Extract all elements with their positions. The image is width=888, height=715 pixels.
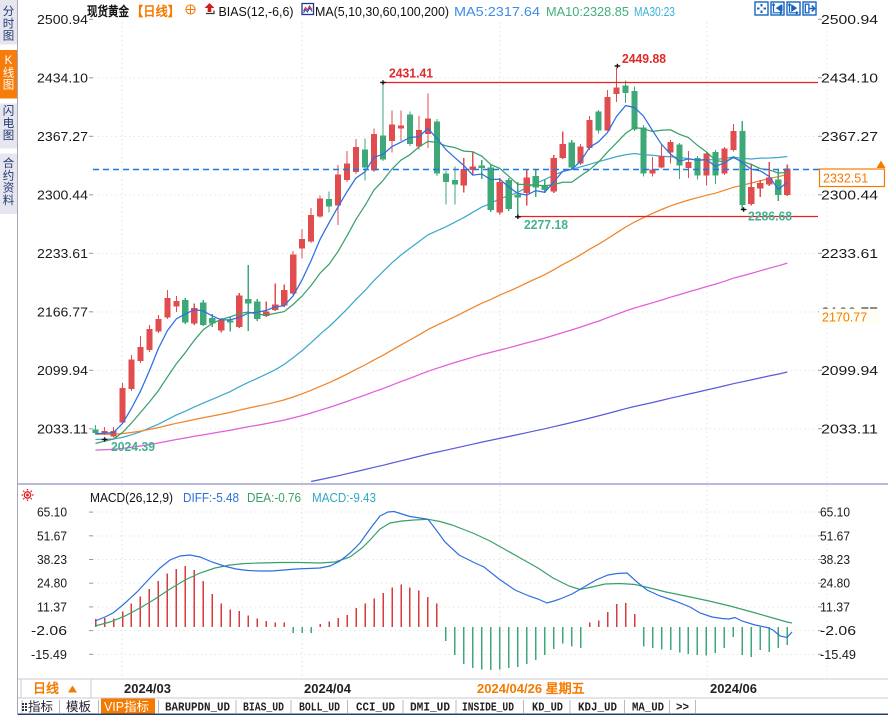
svg-text:料: 料 [3,193,15,207]
svg-text:电: 电 [3,117,15,130]
svg-text:2286.68: 2286.68 [748,209,792,224]
svg-text:2332.51: 2332.51 [823,172,868,186]
svg-text:2024/04: 2024/04 [304,681,352,696]
svg-text:-2.06: -2.06 [820,624,856,638]
svg-text:线: 线 [3,65,15,79]
svg-text:2024/03: 2024/03 [124,681,171,696]
svg-text:-2.06: -2.06 [31,624,67,638]
svg-text:38.23: 38.23 [37,553,67,567]
svg-text:分: 分 [3,5,15,18]
svg-text:MACD:-9.43: MACD:-9.43 [312,490,376,505]
svg-text:2277.18: 2277.18 [524,217,568,232]
svg-text:DIFF:-5.48: DIFF:-5.48 [183,490,239,505]
svg-text:2233.61: 2233.61 [821,246,878,261]
svg-text:MACD(26,12,9): MACD(26,12,9) [90,490,173,505]
svg-text:MA10:2328.85: MA10:2328.85 [546,4,629,19]
svg-text:BIAS_UD: BIAS_UD [243,702,284,715]
svg-text:图: 图 [3,129,15,142]
svg-text:2367.27: 2367.27 [821,129,878,144]
svg-text:MA5:2317.64: MA5:2317.64 [454,4,540,19]
svg-text:2024/04/26 星期五: 2024/04/26 星期五 [477,681,585,696]
svg-text:时: 时 [3,17,15,30]
svg-text:KDJ_UD: KDJ_UD [578,702,617,715]
svg-text:24.80: 24.80 [820,577,850,591]
svg-text:65.10: 65.10 [820,506,850,520]
svg-text:38.23: 38.23 [820,553,850,567]
svg-text:BIAS(12,-6,6): BIAS(12,-6,6) [219,4,294,19]
svg-text:约: 约 [3,168,15,182]
svg-text:现货黄金: 现货黄金 [87,4,130,19]
svg-text:MA30:23: MA30:23 [634,4,675,19]
svg-text:-15.49: -15.49 [820,648,856,662]
svg-text:2434.10: 2434.10 [37,70,88,85]
svg-text:INSIDE_UD: INSIDE_UD [462,702,514,715]
svg-text:图: 图 [3,79,15,92]
svg-text:2434.10: 2434.10 [821,70,878,85]
svg-text:2024.39: 2024.39 [111,439,155,454]
svg-text:11.37: 11.37 [820,600,850,614]
svg-text:指标: 指标 [28,699,53,714]
svg-text:闪: 闪 [3,104,15,118]
svg-text:65.10: 65.10 [37,506,67,520]
svg-text:日线: 日线 [33,681,59,696]
svg-text:BOLL_UD: BOLL_UD [299,702,340,715]
svg-text:2166.77: 2166.77 [37,304,88,319]
svg-text:2024/06: 2024/06 [710,681,757,696]
svg-text:模板: 模板 [66,700,91,714]
svg-text:24.80: 24.80 [37,577,67,591]
svg-text:2367.27: 2367.27 [37,129,88,144]
svg-text:51.67: 51.67 [37,529,67,543]
svg-text:51.67: 51.67 [820,529,850,543]
svg-text:合: 合 [3,156,15,170]
svg-text:2300.44: 2300.44 [37,187,88,202]
svg-text:MA(5,10,30,60,100,200): MA(5,10,30,60,100,200) [315,4,449,19]
svg-text:KD_UD: KD_UD [532,702,563,715]
svg-text:图: 图 [3,30,15,43]
svg-text:DEA:-0.76: DEA:-0.76 [247,490,301,505]
svg-text:BARUPDN_UD: BARUPDN_UD [165,702,230,715]
svg-text:K: K [5,55,13,67]
svg-text:2170.77: 2170.77 [822,311,867,325]
svg-text:11.37: 11.37 [37,600,67,614]
svg-text:DMI_UD: DMI_UD [410,702,450,715]
svg-text:【日线】: 【日线】 [131,4,180,19]
svg-text:2449.88: 2449.88 [622,51,666,66]
svg-text:2233.61: 2233.61 [37,246,88,261]
svg-text:>>: >> [676,702,689,715]
svg-text:2500.94: 2500.94 [821,12,878,27]
svg-text:2431.41: 2431.41 [389,66,433,81]
svg-text:资: 资 [3,182,15,195]
svg-text:VIP指标: VIP指标 [104,699,149,714]
svg-text:2033.11: 2033.11 [37,421,88,436]
svg-text:2099.94: 2099.94 [821,363,878,378]
svg-text:2033.11: 2033.11 [821,421,878,436]
svg-text:2500.94: 2500.94 [37,12,88,27]
svg-text:MA_UD: MA_UD [632,702,664,715]
svg-text:-15.49: -15.49 [31,648,67,662]
svg-text:2099.94: 2099.94 [37,363,88,378]
svg-text:CCI_UD: CCI_UD [356,702,395,715]
svg-text:2300.44: 2300.44 [821,187,878,202]
